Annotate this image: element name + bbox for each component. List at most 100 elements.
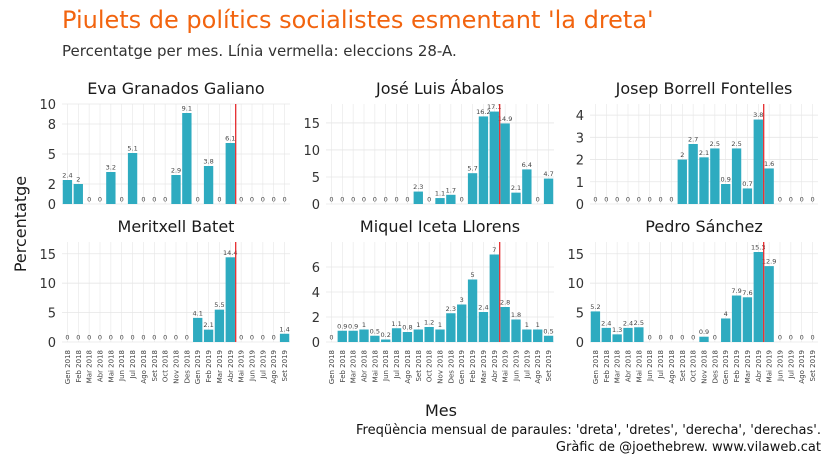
data-label: 0 (109, 334, 113, 342)
bar (699, 157, 709, 204)
x-tick-label: Mar 2018 (614, 350, 622, 383)
data-label: 2.4 (623, 319, 633, 327)
bar (699, 336, 709, 342)
bar (446, 194, 456, 204)
x-tick-label: Mai 2018 (635, 350, 643, 382)
y-tick-label: 15 (567, 248, 584, 263)
x-tick-label: Ago 2018 (404, 350, 412, 384)
bar (457, 304, 467, 342)
y-tick-label: 3 (576, 131, 584, 146)
x-tick-label: Abr 2019 (227, 350, 235, 382)
bar (753, 252, 763, 342)
data-label: 0 (340, 196, 344, 204)
data-label: 0 (811, 334, 815, 342)
bar (764, 266, 774, 342)
bar (601, 327, 611, 342)
data-label: 0 (615, 196, 619, 204)
bar (742, 188, 753, 204)
data-label: 7.9 (731, 287, 741, 295)
chart-subtitle: Percentatge per mes. Línia vermella: ele… (62, 42, 457, 60)
data-label: 2.4 (601, 319, 611, 327)
data-label: 0 (131, 334, 135, 342)
data-label: 2 (76, 176, 80, 184)
data-label: 0 (427, 196, 431, 204)
x-tick-label: Ago 2019 (534, 350, 542, 384)
x-tick-label: Abr 2018 (361, 350, 369, 382)
data-label: 1.4 (279, 325, 289, 333)
x-tick-label: Jul 2018 (657, 350, 665, 380)
data-label: 0 (120, 334, 124, 342)
data-label: 0 (395, 196, 399, 204)
data-label: 0 (669, 334, 673, 342)
data-label: 2.3 (446, 305, 456, 313)
x-tick-label: Gen 2018 (64, 350, 72, 384)
bar (337, 330, 347, 342)
data-label: 0 (680, 334, 684, 342)
bar (214, 309, 225, 342)
data-label: 0 (152, 334, 156, 342)
y-tick-label: 15 (303, 117, 320, 132)
bar (489, 254, 499, 342)
data-label: 2.5 (634, 319, 644, 327)
data-label: 1 (536, 321, 540, 329)
y-tick-label: 0 (48, 198, 56, 213)
x-tick-label: Mar 2019 (744, 350, 752, 383)
data-label: 0 (174, 334, 178, 342)
x-tick-label: Gen 2018 (592, 350, 600, 384)
x-tick-label: Oct 2018 (426, 350, 434, 382)
panel-title: José Luis Ábalos (375, 79, 504, 98)
bar (522, 169, 532, 204)
y-tick-label: 2 (48, 178, 56, 193)
data-label: 5.1 (127, 145, 137, 153)
x-tick-label: Mar 2018 (86, 350, 94, 383)
bar (435, 329, 445, 342)
data-label: 5.7 (467, 165, 477, 173)
x-tick-label: Abr 2018 (97, 350, 105, 382)
y-tick-label: 2 (576, 154, 584, 169)
x-tick-label: Abr 2018 (625, 350, 633, 382)
panel-title: Eva Granados Galiano (87, 79, 264, 98)
y-tick-label: 10 (567, 277, 584, 292)
data-label: 17.1 (487, 103, 501, 111)
data-label: 0 (196, 196, 200, 204)
x-tick-label: Jun 2018 (382, 350, 390, 382)
x-tick-label: Jun 2019 (249, 350, 257, 382)
bar (500, 307, 510, 342)
data-label: 0 (713, 334, 717, 342)
bar (511, 192, 521, 204)
y-tick-label: 5 (312, 171, 320, 186)
data-label: 0 (163, 196, 167, 204)
panel-title: Meritxell Batet (118, 217, 235, 236)
bar (623, 327, 633, 342)
bar (203, 166, 214, 204)
x-tick-label: Gen 2019 (458, 350, 466, 384)
x-tick-label: Feb 2018 (75, 350, 83, 382)
data-label: 2.5 (731, 140, 741, 148)
x-tick-label: Set 2018 (151, 350, 159, 382)
bar (203, 329, 214, 342)
bar (348, 330, 358, 342)
data-label: 0 (778, 334, 782, 342)
x-tick-label: Set 2019 (809, 350, 817, 382)
y-tick-label: 0 (576, 198, 584, 213)
data-label: 2.1 (511, 184, 521, 192)
data-label: 6.4 (522, 161, 532, 169)
bar (127, 153, 138, 204)
data-label: 0 (800, 196, 804, 204)
x-tick-label: Set 2019 (281, 350, 289, 382)
data-label: 2.5 (710, 140, 720, 148)
data-label: 0 (98, 334, 102, 342)
data-label: 2.7 (688, 136, 698, 144)
data-label: 0 (648, 196, 652, 204)
data-label: 0 (261, 196, 265, 204)
data-label: 0 (141, 196, 145, 204)
data-label: 1.8 (511, 311, 521, 319)
y-tick-label: 15 (39, 248, 56, 263)
bar (62, 180, 73, 204)
data-label: 0 (272, 196, 276, 204)
data-label: 0.5 (370, 327, 380, 335)
x-tick-label: Feb 2018 (339, 350, 347, 382)
